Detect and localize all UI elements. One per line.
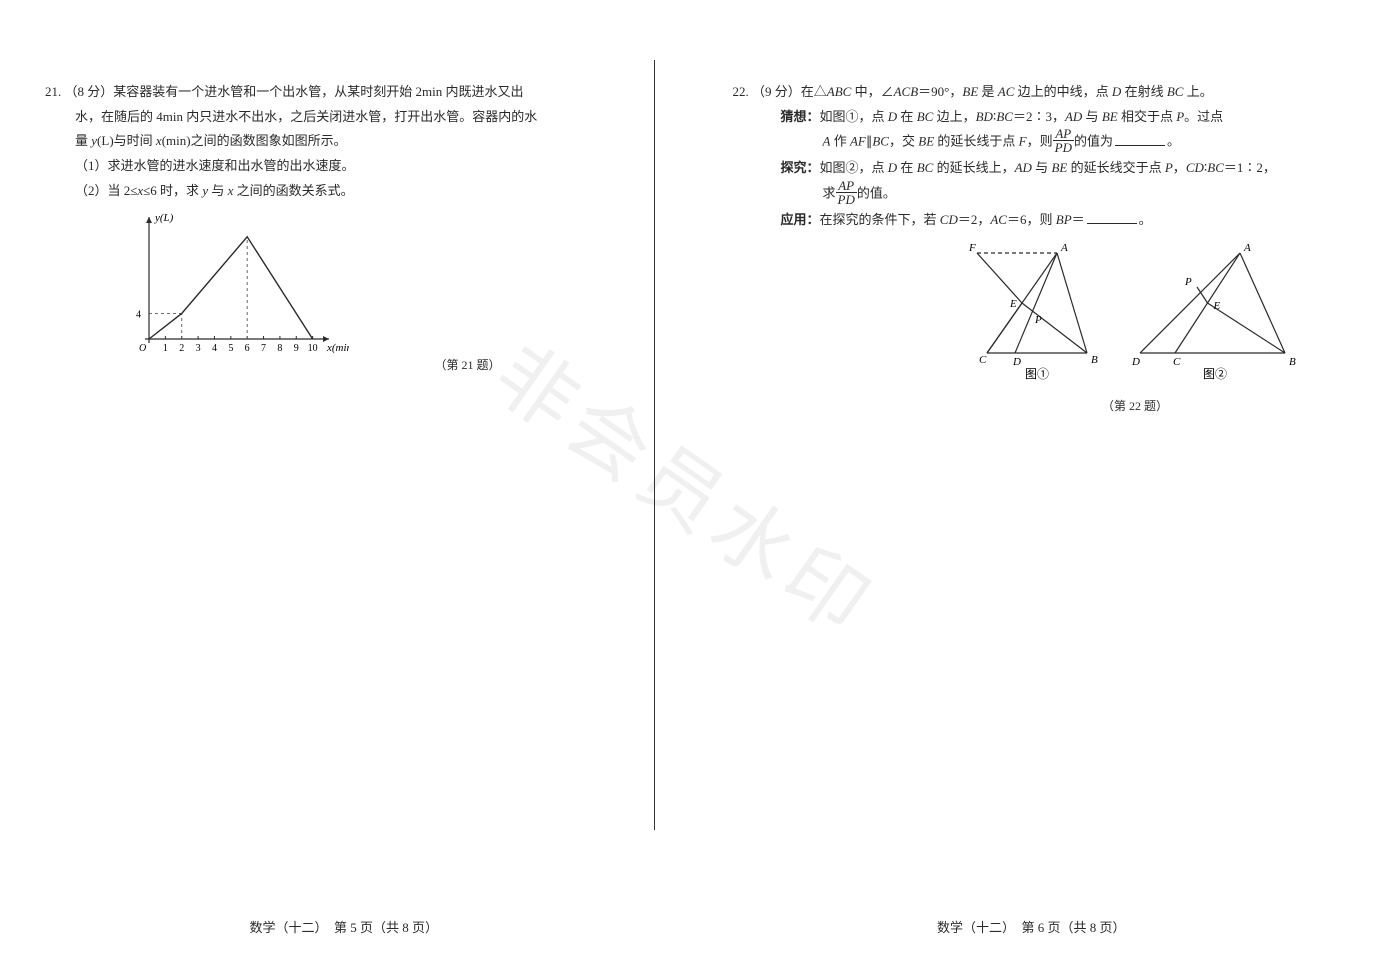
svg-text:10: 10 bbox=[308, 343, 318, 354]
p21-q1: （1）求进水管的进水速度和出水管的出水速度。 bbox=[45, 154, 643, 179]
left-footer: 数学（十二） 第 5 页（共 8 页） bbox=[0, 916, 688, 941]
p22-number: 22. bbox=[733, 84, 749, 99]
p21-text-block: 21. （8 分）某容器装有一个进水管和一个出水管，从某时刻开始 2min 内既… bbox=[45, 80, 643, 105]
p22-conjecture-l2: A 作 AF∥BC，交 BE 的延长线于点 F，则APPD的值为。 bbox=[733, 129, 1331, 156]
svg-text:2: 2 bbox=[179, 343, 184, 354]
svg-text:5: 5 bbox=[229, 343, 234, 354]
p22-intro: 22. （9 分）在△ABC 中，∠ACB＝90°，BE 是 AC 边上的中线，… bbox=[733, 80, 1331, 105]
svg-text:E: E bbox=[1213, 300, 1221, 312]
conjecture-blank bbox=[1115, 133, 1165, 146]
p21-chart-caption: （第 21 题） bbox=[353, 354, 583, 377]
svg-text:P: P bbox=[1034, 314, 1042, 326]
svg-text:E: E bbox=[1009, 298, 1017, 310]
explore-label: 探究： bbox=[781, 160, 820, 175]
svg-text:D: D bbox=[1131, 356, 1140, 368]
svg-text:D: D bbox=[1012, 356, 1021, 368]
p22-fig-caption: （第 22 题） bbox=[970, 395, 1300, 418]
p22-explore: 探究：如图②，点 D 在 BC 的延长线上，AD 与 BE 的延长线交于点 P，… bbox=[733, 156, 1331, 181]
svg-text:1: 1 bbox=[163, 343, 168, 354]
frac-ap-pd-1: APPD bbox=[1053, 127, 1074, 154]
p22-figures: F A C D B E P 图① A D C B E P 图② （第 22 题） bbox=[733, 243, 1331, 419]
right-footer: 数学（十二） 第 6 页（共 8 页） bbox=[688, 916, 1375, 941]
p22-conjecture: 猜想：如图①，点 D 在 BC 边上，BD∶BC＝2∶3，AD 与 BE 相交于… bbox=[733, 105, 1331, 130]
svg-text:B: B bbox=[1289, 356, 1296, 368]
svg-text:C: C bbox=[979, 354, 987, 366]
left-column: 21. （8 分）某容器装有一个进水管和一个出水管，从某时刻开始 2min 内既… bbox=[0, 0, 688, 971]
apply-label: 应用： bbox=[781, 212, 820, 227]
p22-fig2: A D C B E P 图② bbox=[1130, 243, 1300, 383]
svg-text:4: 4 bbox=[136, 310, 141, 321]
svg-text:8: 8 bbox=[278, 343, 283, 354]
svg-text:图②: 图② bbox=[1203, 367, 1227, 381]
svg-text:F: F bbox=[968, 243, 976, 254]
svg-text:y(L): y(L) bbox=[154, 212, 174, 224]
page-container: 非会员水印 21. （8 分）某容器装有一个进水管和一个出水管，从某时刻开始 2… bbox=[0, 0, 1375, 971]
p21-points: （8 分） bbox=[65, 84, 114, 99]
p21-line3: 量 y(L)与时间 x(min)之间的函数图象如图所示。 bbox=[45, 129, 643, 154]
p21-chart: O123456789104y(L)x(min) bbox=[119, 209, 349, 369]
svg-text:7: 7 bbox=[261, 343, 266, 354]
p22-explore-l2: 求APPD的值。 bbox=[733, 181, 1331, 208]
svg-text:图①: 图① bbox=[1025, 367, 1049, 381]
svg-text:O: O bbox=[139, 343, 146, 354]
problem-21: 21. （8 分）某容器装有一个进水管和一个出水管，从某时刻开始 2min 内既… bbox=[45, 80, 643, 378]
svg-text:6: 6 bbox=[245, 343, 250, 354]
p22-points: （9 分） bbox=[752, 84, 801, 99]
svg-text:3: 3 bbox=[196, 343, 201, 354]
right-column: 22. （9 分）在△ABC 中，∠ACB＝90°，BE 是 AC 边上的中线，… bbox=[688, 0, 1375, 971]
problem-22: 22. （9 分）在△ABC 中，∠ACB＝90°，BE 是 AC 边上的中线，… bbox=[733, 80, 1331, 419]
svg-text:4: 4 bbox=[212, 343, 217, 354]
svg-text:9: 9 bbox=[294, 343, 299, 354]
p21-line1: 某容器装有一个进水管和一个出水管，从某时刻开始 2min 内既进水又出 bbox=[113, 84, 523, 99]
apply-blank bbox=[1087, 211, 1137, 224]
svg-text:A: A bbox=[1060, 243, 1068, 254]
frac-ap-pd-2: APPD bbox=[836, 179, 857, 206]
p21-number: 21. bbox=[45, 84, 61, 99]
svg-text:A: A bbox=[1243, 243, 1251, 254]
p22-fig1: F A C D B E P 图① bbox=[967, 243, 1107, 383]
svg-text:B: B bbox=[1091, 354, 1098, 366]
p21-line2: 水，在随后的 4min 内只进水不出水，之后关闭进水管，打开出水管。容器内的水 bbox=[45, 105, 643, 130]
p21-q2: （2）当 2≤x≤6 时，求 y 与 x 之间的函数关系式。 bbox=[45, 179, 643, 204]
p22-apply: 应用：在探究的条件下，若 CD＝2，AC＝6，则 BP＝。 bbox=[733, 208, 1331, 233]
svg-text:C: C bbox=[1173, 356, 1181, 368]
svg-text:P: P bbox=[1184, 276, 1192, 288]
svg-text:x(min): x(min) bbox=[326, 342, 349, 354]
p21-chart-wrap: O123456789104y(L)x(min) （第 21 题） bbox=[45, 209, 643, 378]
conjecture-label: 猜想： bbox=[781, 109, 820, 124]
